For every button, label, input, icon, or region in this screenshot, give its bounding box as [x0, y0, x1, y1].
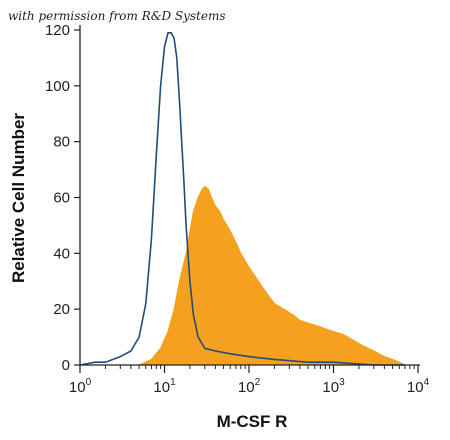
axes	[79, 25, 420, 366]
credit-text: with permission from R&D Systems	[8, 9, 226, 23]
x-tick-exponent: 1	[170, 377, 176, 388]
plot-area	[79, 31, 406, 366]
x-tick-exponent: 0	[86, 377, 92, 388]
y-tick-label: 40	[53, 245, 70, 262]
stained-histogram	[138, 185, 406, 366]
x-tick-exponent: 4	[424, 377, 430, 388]
y-tick-label: 120	[45, 22, 70, 39]
x-tick-label: 103	[322, 377, 345, 396]
isotype-histogram	[79, 31, 405, 366]
x-tick-label: 101	[153, 377, 176, 396]
y-tick-label: 100	[45, 78, 70, 95]
y-tick-label: 0	[62, 357, 70, 374]
x-axis-title: M-CSF R	[217, 412, 288, 431]
x-tick-label: 104	[407, 377, 430, 396]
y-axis-title: Relative Cell Number	[9, 113, 28, 283]
y-tick-label: 20	[53, 301, 70, 318]
x-tick-label: 102	[238, 377, 261, 396]
y-ticks: 0 20 40 60 80 100 120	[45, 22, 80, 374]
x-tick-exponent: 3	[339, 377, 345, 388]
x-tick-label: 100	[69, 377, 92, 396]
y-tick-label: 80	[53, 134, 70, 151]
y-tick-label: 60	[53, 190, 70, 207]
x-ticks: 100 101 102 103 104	[69, 365, 430, 396]
x-tick-exponent: 2	[255, 377, 261, 388]
